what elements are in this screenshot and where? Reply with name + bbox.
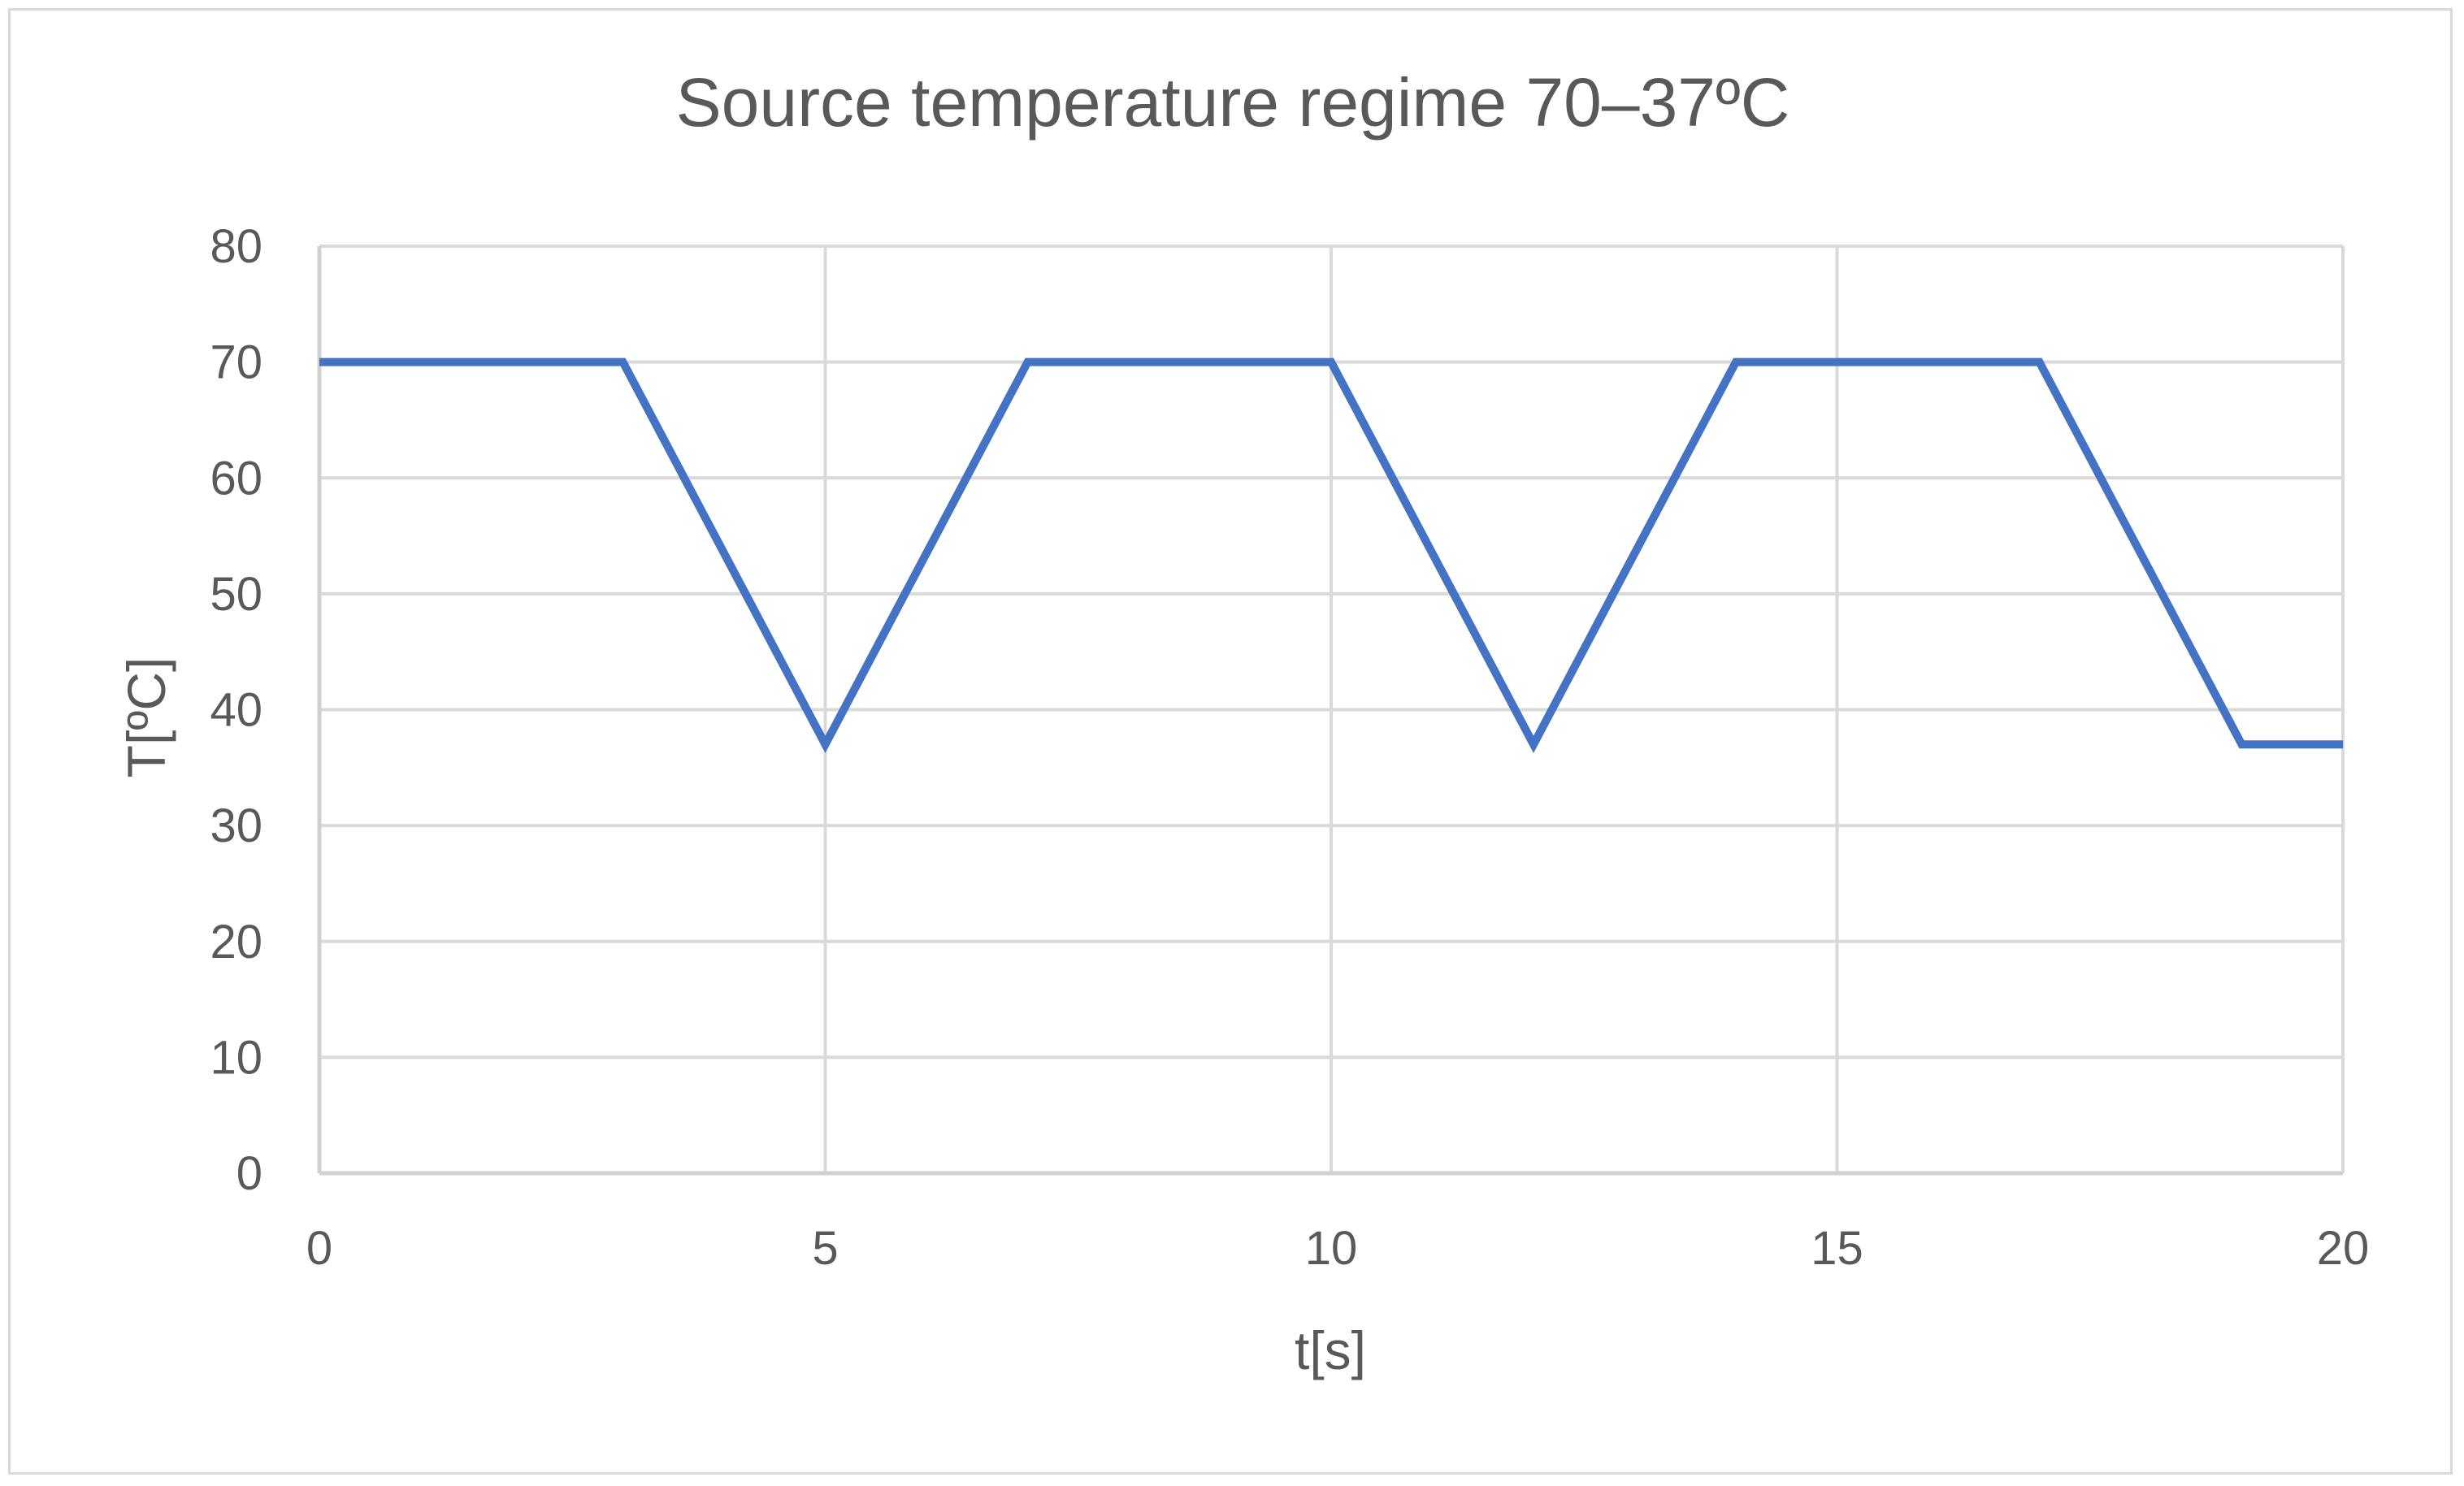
x-tick-label: 10 [1305,1222,1358,1275]
x-tick-label: 0 [306,1222,332,1275]
y-axis-title: T[ºC] [116,657,176,778]
chart-frame: Source temperature regime 70–37ºC 0 10 20 3… [8,8,2453,1475]
x-axis-title: t[s] [1295,1320,1366,1380]
axes [317,246,2343,1176]
y-tick-label: 50 [210,568,262,621]
y-tick-label: 70 [210,336,262,389]
series-line [319,357,2343,753]
x-tick-label: 5 [812,1222,838,1275]
y-tick-label: 0 [236,1147,262,1200]
y-tick-label: 30 [210,799,262,852]
series-layer [319,357,2343,753]
x-tick-label: 15 [1811,1222,1863,1275]
grid-lines [319,245,2345,1173]
y-tick-label: 40 [210,684,262,737]
chart-title: Source temperature regime 70–37ºC [676,64,1790,141]
chart-svg: Source temperature regime 70–37ºC 0 10 20 3… [116,64,2369,1380]
y-tick-label: 60 [210,452,262,505]
y-tick-label: 10 [210,1031,262,1084]
y-tick-label: 80 [210,220,262,273]
tick-labels: 0 10 20 30 40 50 60 70 80 0 5 10 15 20 [210,220,2369,1275]
x-tick-label: 20 [2317,1222,2370,1275]
y-tick-label: 20 [210,916,262,968]
